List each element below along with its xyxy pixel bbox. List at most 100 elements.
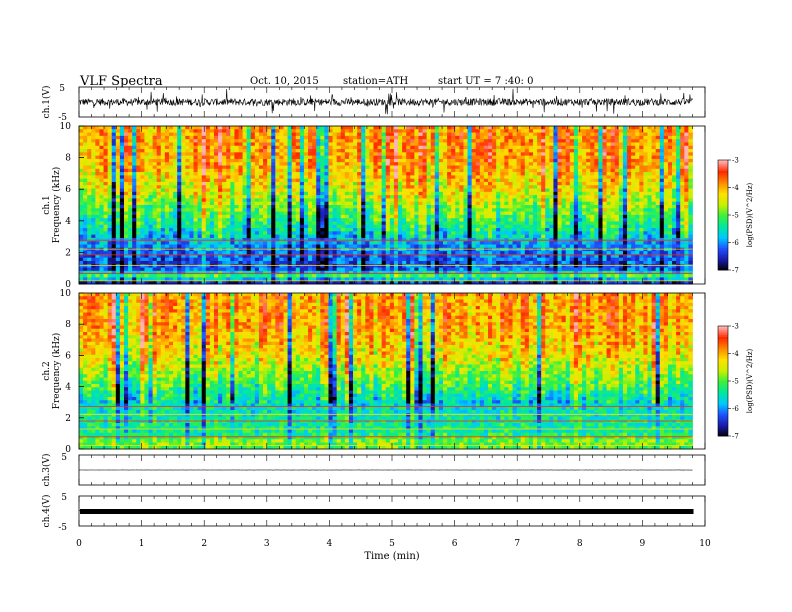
spectrogram-cell: [565, 149, 571, 153]
spectrogram-cell: [639, 185, 644, 189]
spectrogram-cell: [189, 162, 194, 166]
spectrogram-cell: [144, 208, 149, 212]
spectrogram-cell: [234, 198, 239, 203]
spectrogram-cell: [463, 188, 468, 193]
spectrogram-cell: [91, 198, 96, 203]
spectrogram-cell: [213, 145, 219, 150]
spectrogram-cell: [614, 165, 620, 170]
spectrogram-cell: [549, 145, 554, 150]
spectrogram-cell: [537, 211, 542, 216]
spectrogram-cell: [193, 228, 199, 232]
spectrogram-cell: [676, 172, 681, 176]
spectrogram-cell: [389, 224, 395, 229]
spectrogram-cell: [504, 129, 509, 133]
spectrogram-cell: [524, 195, 530, 199]
spectrogram-cell: [471, 155, 477, 160]
spectrogram-cell: [618, 149, 624, 153]
spectrogram-cell: [332, 211, 338, 216]
spectrogram-cell: [520, 198, 526, 203]
spectrogram-cell: [500, 191, 505, 196]
spectrogram-cell: [565, 208, 571, 212]
spectrogram-cell: [680, 208, 685, 212]
spectrogram-cell: [672, 145, 677, 150]
spectrogram-cell: [365, 175, 370, 180]
spectrogram-cell: [99, 198, 104, 203]
spectrogram-cell: [79, 218, 84, 222]
spectrogram-cell: [132, 231, 137, 236]
spectrogram-cell: [234, 191, 239, 196]
spectrogram-cell: [213, 181, 219, 186]
spectrogram-cell: [103, 231, 109, 236]
spectrogram-cell: [537, 165, 542, 170]
spectrogram-cell: [434, 228, 440, 232]
spectrogram-cell: [569, 205, 575, 209]
spectrogram-cell: [573, 142, 579, 147]
spectrogram-cell: [377, 145, 383, 150]
spectrogram-cell: [393, 231, 399, 236]
spectrogram-cell: [598, 191, 603, 196]
spectrogram-cell: [377, 139, 383, 143]
spectrogram-cell: [160, 224, 166, 229]
spectrogram-cell: [418, 175, 423, 180]
spectrogram-cell: [504, 162, 509, 166]
spectrogram-cell: [516, 188, 522, 193]
spectrogram-cell: [406, 178, 411, 183]
spectrogram-cell: [246, 142, 252, 147]
spectrogram-cell: [160, 181, 166, 186]
spectrogram-cell: [193, 214, 199, 219]
spectrogram-cell: [447, 185, 452, 189]
spectrogram-cell: [348, 198, 354, 203]
spectrogram-cell: [524, 221, 530, 226]
spectrogram-cell: [164, 205, 170, 209]
spectrogram-cell: [222, 188, 227, 193]
spectrogram-cell: [389, 158, 395, 163]
spectrogram-cell: [557, 224, 562, 229]
spectrogram-cell: [561, 201, 567, 206]
spectrogram-cell: [156, 172, 162, 176]
spectrogram-cell: [467, 135, 473, 140]
spectrogram-cell: [410, 165, 415, 170]
spectrogram-cell: [213, 185, 219, 189]
spectrogram-cell: [357, 178, 362, 183]
spectrogram-cell: [168, 214, 174, 219]
spectrogram-cell: [361, 195, 366, 199]
spectrogram-cell: [512, 126, 518, 130]
spectrogram-cell: [410, 129, 415, 133]
spectrogram-cell: [459, 155, 464, 160]
spectrogram-cell: [111, 139, 117, 143]
spectrogram-cell: [373, 149, 378, 153]
spectrogram-cell: [144, 155, 149, 160]
spectrogram-cell: [655, 201, 661, 206]
spectrogram-cell: [500, 132, 505, 137]
spectrogram-cell: [91, 168, 96, 173]
spectrogram-cell: [197, 129, 203, 133]
spectrogram-cell: [128, 168, 133, 173]
spectrogram-cell: [303, 218, 309, 222]
spectrogram-cell: [344, 228, 350, 232]
spectrogram-cell: [598, 139, 603, 143]
spectrogram-cell: [688, 198, 693, 203]
spectrogram-cell: [414, 135, 419, 140]
spectrogram-cell: [189, 132, 194, 137]
spectrogram-cell: [303, 201, 309, 206]
spectrogram-cell: [83, 208, 88, 212]
spectrogram-cell: [344, 205, 350, 209]
spectrogram-cell: [79, 162, 84, 166]
spectrogram-cell: [295, 155, 301, 160]
spectrogram-cell: [663, 135, 669, 140]
spectrogram-cell: [553, 185, 558, 189]
spectrogram-cell: [140, 149, 145, 153]
spectrogram-cell: [258, 231, 264, 236]
spectrogram-cell: [455, 198, 460, 203]
spectrogram-cell: [569, 224, 575, 229]
spectrogram-cell: [197, 132, 203, 137]
spectrogram-cell: [483, 198, 489, 203]
spectrogram-cell: [336, 188, 342, 193]
spectrogram-cell: [414, 181, 419, 186]
spectrogram-cell: [569, 185, 575, 189]
spectrogram-cell: [672, 231, 677, 236]
spectrogram-cell: [410, 198, 415, 203]
ch1-waveform-ylabel: ch.1(V): [41, 86, 52, 119]
spectrogram-cell: [659, 214, 665, 219]
spectrogram-cell: [577, 158, 583, 163]
